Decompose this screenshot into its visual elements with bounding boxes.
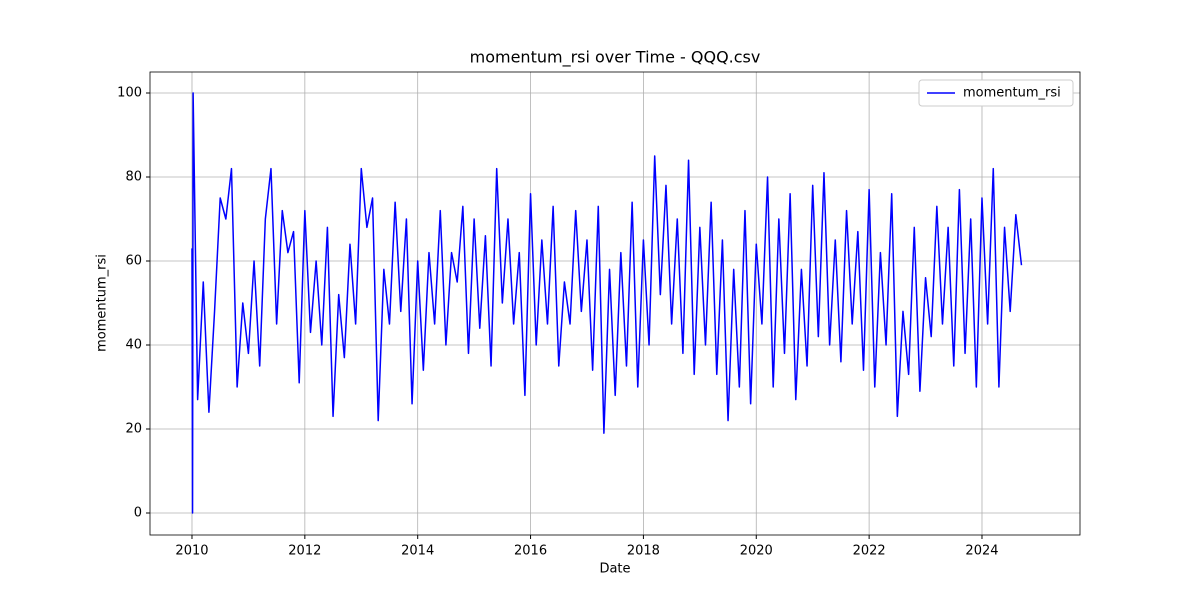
x-tick-label: 2016 (514, 544, 547, 559)
x-tick-label: 2024 (965, 544, 998, 559)
legend-label: momentum_rsi (963, 86, 1061, 101)
y-tick-label: 80 (125, 169, 142, 184)
x-tick-label: 2012 (288, 544, 321, 559)
x-tick-label: 2010 (175, 544, 208, 559)
y-tick-label: 20 (125, 421, 142, 436)
line-series (191, 92, 1023, 514)
x-tick-label: 2018 (627, 544, 660, 559)
x-axis-label: Date (599, 562, 630, 577)
x-tick-label: 2022 (853, 544, 886, 559)
y-axis-label: momentum_rsi (95, 254, 110, 352)
legend-box (918, 79, 1074, 107)
y-tick-label: 60 (125, 253, 142, 268)
plot-frame (149, 71, 1081, 536)
y-tick-label: 40 (125, 337, 142, 352)
y-tick-label: 100 (117, 85, 142, 100)
chart-title: momentum_rsi over Time - QQQ.csv (470, 48, 761, 68)
x-tick-label: 2014 (401, 544, 434, 559)
y-tick-label: 0 (134, 505, 142, 520)
x-tick-label: 2020 (740, 544, 773, 559)
